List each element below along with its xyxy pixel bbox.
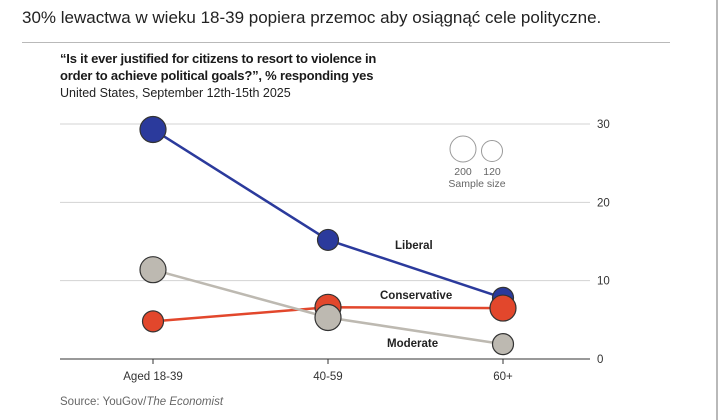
chart-subtitle: United States, September 12th-15th 2025	[60, 86, 291, 100]
sample-size-small-circle	[481, 140, 503, 162]
data-point-liberal	[139, 115, 167, 144]
post-text: 30% lewactwa w wieku 18-39 popiera przem…	[22, 8, 602, 27]
sample-size-large-circle	[449, 135, 477, 163]
data-point-moderate	[314, 303, 342, 332]
divider	[22, 42, 670, 43]
y-tick-label-30: 30	[597, 119, 610, 131]
series-label-moderate: Moderate	[387, 338, 438, 350]
chart-title-line-1: “Is it ever justified for citizens to re…	[60, 51, 376, 66]
y-tick-label-20: 20	[597, 197, 610, 209]
chart-source: Source: YouGov/The Economist	[60, 396, 224, 408]
data-point-moderate	[491, 333, 515, 356]
chart-title-line-2: order to achieve political goals?”, % re…	[60, 68, 373, 83]
series-line-liberal	[152, 128, 504, 300]
panel-border	[716, 0, 718, 420]
data-point-conservative	[489, 294, 517, 322]
x-tick-label: Aged 18-39	[123, 371, 182, 383]
chart-source-publication: The Economist	[146, 396, 224, 408]
x-tick-label: 40-59	[313, 371, 342, 383]
series-label-conservative: Conservative	[380, 290, 452, 302]
sample-size-caption: Sample size	[448, 178, 505, 190]
data-point-conservative	[141, 310, 165, 333]
y-tick-label-10: 10	[597, 276, 610, 288]
x-tick-label: 60+	[493, 371, 513, 383]
y-tick-label-0: 0	[597, 354, 603, 366]
data-point-moderate	[139, 256, 167, 284]
data-point-liberal	[316, 228, 340, 252]
sample-size-large-label: 200	[454, 166, 472, 178]
chart-source-prefix: Source: YouGov/	[60, 396, 147, 408]
series-label-liberal: Liberal	[395, 240, 433, 252]
sample-size-small-label: 120	[483, 166, 501, 178]
